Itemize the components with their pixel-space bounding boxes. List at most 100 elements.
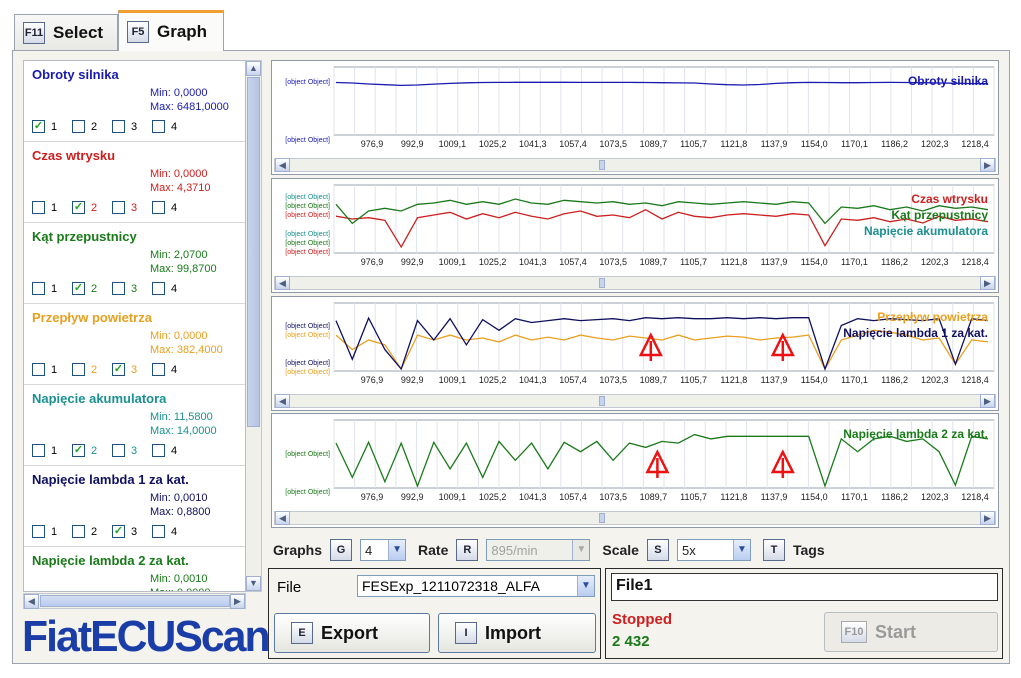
checkbox-box[interactable] bbox=[152, 201, 165, 214]
parameter-item[interactable]: Czas wtrysku Min: 0,0000 Max: 4,3710 1 ✓ 2 3 4 bbox=[24, 142, 245, 223]
checkbox-box[interactable] bbox=[32, 201, 45, 214]
rate-select[interactable]: 895/min ▼ bbox=[486, 539, 591, 561]
scroll-down-icon[interactable]: ▼ bbox=[246, 576, 261, 591]
parameter-list-vscroll[interactable]: ▲ ▼ bbox=[246, 60, 262, 592]
parameter-item[interactable]: Kąt przepustnicy Min: 2,0700 Max: 99,8700 1… bbox=[24, 223, 245, 304]
graph-checkbox[interactable]: 1 bbox=[32, 363, 72, 376]
checkbox-box[interactable] bbox=[112, 120, 125, 133]
parameter-item[interactable]: Napięcie lambda 1 za kat. Min: 0,0010 Max:… bbox=[24, 466, 245, 547]
start-button[interactable]: F10 Start bbox=[824, 612, 998, 652]
graph-checkbox[interactable]: 3 bbox=[112, 444, 152, 457]
scroll-left-icon[interactable]: ◀ bbox=[275, 511, 290, 525]
event-marker-icon[interactable] bbox=[645, 449, 670, 478]
graph-checkbox[interactable]: 1 bbox=[32, 201, 72, 214]
checkbox-box[interactable] bbox=[72, 363, 85, 376]
graph-checkbox[interactable]: ✓ 1 bbox=[32, 120, 72, 133]
tags-key[interactable]: T bbox=[762, 539, 785, 561]
checkbox-box[interactable]: ✓ bbox=[32, 120, 45, 133]
chevron-down-icon[interactable]: ▼ bbox=[572, 540, 590, 560]
graphs-key[interactable]: G bbox=[330, 539, 353, 561]
import-button[interactable]: I Import bbox=[438, 613, 596, 653]
scroll-thumb[interactable] bbox=[599, 396, 605, 406]
scroll-right-icon[interactable]: ▶ bbox=[980, 276, 995, 290]
parameter-item[interactable]: Napięcie lambda 2 za kat. Min: 0,0010Max:… bbox=[24, 547, 245, 591]
graph-checkbox[interactable]: 2 bbox=[72, 363, 112, 376]
graph-checkbox[interactable]: 4 bbox=[152, 363, 192, 376]
graph-checkbox[interactable]: 4 bbox=[152, 120, 192, 133]
graph-checkbox[interactable]: 4 bbox=[152, 444, 192, 457]
scroll-left-icon[interactable]: ◀ bbox=[275, 394, 290, 408]
scroll-right-icon[interactable]: ▶ bbox=[980, 394, 995, 408]
graph-3-scrollbar[interactable]: ◀ ▶ bbox=[274, 394, 996, 408]
checkbox-box[interactable] bbox=[152, 282, 165, 295]
checkbox-box[interactable] bbox=[152, 363, 165, 376]
checkbox-box[interactable] bbox=[32, 444, 45, 457]
scale-select[interactable]: 5x ▼ bbox=[676, 539, 751, 561]
checkbox-box[interactable]: ✓ bbox=[112, 525, 125, 538]
tab-graph[interactable]: F5 Graph bbox=[118, 10, 224, 51]
hscroll-thumb[interactable] bbox=[40, 595, 230, 607]
graph-checkbox[interactable]: 3 bbox=[112, 120, 152, 133]
checkbox-box[interactable] bbox=[72, 120, 85, 133]
checkbox-box[interactable] bbox=[152, 444, 165, 457]
graph-checkbox[interactable]: 1 bbox=[32, 444, 72, 457]
graph-checkbox[interactable]: ✓ 3 bbox=[112, 363, 152, 376]
graphs-select[interactable]: 4 ▼ bbox=[360, 539, 407, 561]
scroll-up-icon[interactable]: ▲ bbox=[246, 61, 261, 76]
checkbox-box[interactable]: ✓ bbox=[112, 363, 125, 376]
file-select[interactable]: FESExp_1211072318_ALFA ▼ bbox=[357, 575, 595, 597]
graph-checkbox[interactable]: 4 bbox=[152, 525, 192, 538]
chevron-down-icon[interactable]: ▼ bbox=[388, 540, 406, 560]
checkbox-box[interactable]: ✓ bbox=[72, 444, 85, 457]
scroll-right-icon[interactable]: ▶ bbox=[980, 511, 995, 525]
graph-checkbox[interactable]: 2 bbox=[72, 120, 112, 133]
event-marker-icon[interactable] bbox=[770, 332, 795, 361]
graph-checkbox[interactable]: ✓ 2 bbox=[72, 282, 112, 295]
scroll-right-icon[interactable]: ▶ bbox=[980, 158, 995, 172]
graph-4-scrollbar[interactable]: ◀ ▶ bbox=[274, 511, 996, 525]
scroll-thumb[interactable] bbox=[599, 513, 605, 523]
graph-checkbox[interactable]: 3 bbox=[112, 282, 152, 295]
scale-key[interactable]: S bbox=[646, 539, 669, 561]
checkbox-box[interactable] bbox=[32, 363, 45, 376]
event-marker-icon[interactable] bbox=[638, 332, 663, 361]
scroll-left-icon[interactable]: ◀ bbox=[275, 158, 290, 172]
graph-checkbox[interactable]: 1 bbox=[32, 282, 72, 295]
graph-checkbox[interactable]: ✓ 2 bbox=[72, 444, 112, 457]
graph-1-scrollbar[interactable]: ◀ ▶ bbox=[274, 158, 996, 172]
graph-checkbox[interactable]: ✓ 2 bbox=[72, 201, 112, 214]
chevron-down-icon[interactable]: ▼ bbox=[732, 540, 750, 560]
checkbox-box[interactable]: ✓ bbox=[72, 201, 85, 214]
checkbox-box[interactable] bbox=[152, 120, 165, 133]
graph-checkbox[interactable]: 4 bbox=[152, 201, 192, 214]
parameter-item[interactable]: Przepływ powietrza Min: 0,0000 Max: 382,40… bbox=[24, 304, 245, 385]
scroll-thumb[interactable] bbox=[247, 77, 260, 427]
parameter-item[interactable]: Napięcie akumulatora Min: 11,5800 Max: 14,… bbox=[24, 385, 245, 466]
graph-checkbox[interactable]: 4 bbox=[152, 282, 192, 295]
graph-checkbox[interactable]: ✓ 3 bbox=[112, 525, 152, 538]
checkbox-box[interactable] bbox=[32, 282, 45, 295]
scroll-left-icon[interactable]: ◀ bbox=[24, 594, 39, 609]
graph-checkbox[interactable]: 1 bbox=[32, 525, 72, 538]
checkbox-box[interactable] bbox=[112, 282, 125, 295]
graph-checkbox[interactable]: 2 bbox=[72, 525, 112, 538]
export-button[interactable]: E Export bbox=[274, 613, 430, 653]
checkbox-box[interactable]: ✓ bbox=[72, 282, 85, 295]
graph-checkbox[interactable]: 3 bbox=[112, 201, 152, 214]
scroll-thumb[interactable] bbox=[599, 160, 605, 170]
parameter-item[interactable]: Obroty silnika Min: 0,0000 Max: 6481,0000 ✓… bbox=[24, 61, 245, 142]
checkbox-box[interactable] bbox=[72, 525, 85, 538]
checkbox-box[interactable] bbox=[112, 444, 125, 457]
chevron-down-icon[interactable]: ▼ bbox=[577, 576, 594, 596]
tab-select[interactable]: F11 Select bbox=[14, 14, 118, 50]
recording-name-field[interactable]: File1 bbox=[611, 573, 998, 601]
scroll-right-icon[interactable]: ▶ bbox=[230, 594, 245, 609]
scroll-thumb[interactable] bbox=[599, 278, 605, 288]
event-marker-icon[interactable] bbox=[770, 449, 795, 478]
graph-2-scrollbar[interactable]: ◀ ▶ bbox=[274, 276, 996, 290]
scroll-left-icon[interactable]: ◀ bbox=[275, 276, 290, 290]
checkbox-box[interactable] bbox=[32, 525, 45, 538]
checkbox-box[interactable] bbox=[152, 525, 165, 538]
rate-key[interactable]: R bbox=[456, 539, 479, 561]
checkbox-box[interactable] bbox=[112, 201, 125, 214]
